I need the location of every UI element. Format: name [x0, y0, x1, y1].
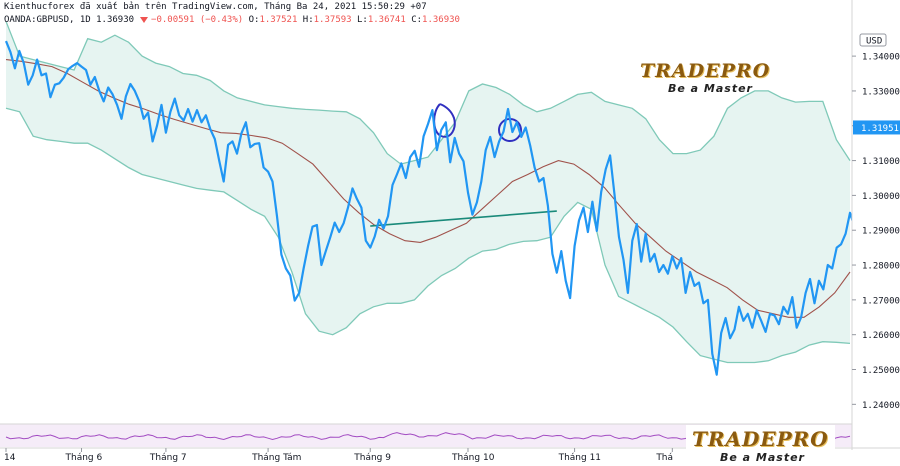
trendline [370, 210, 557, 227]
x-tick-label: Thá [655, 453, 673, 463]
low-value: 1.36741 [367, 15, 406, 25]
y-tick-label: 1.29000 [862, 227, 900, 237]
upper-band-line [5, 21, 851, 165]
y-tick-label: 1.26000 [862, 331, 900, 341]
last-price-badge [853, 120, 900, 135]
x-tick-label: Tháng 6 [65, 453, 103, 463]
bollinger-basis [5, 59, 851, 318]
x-tick-label: Tháng 10 [451, 453, 495, 463]
x-tick-label: Tháng Tám [251, 453, 301, 463]
y-tick-label: 1.28000 [862, 262, 900, 272]
oscillator-background [0, 424, 852, 447]
x-tick-label: Tháng 11 [558, 453, 601, 463]
y-tick-label: 1.34000 [862, 53, 900, 63]
currency-label: USD [866, 37, 882, 47]
brand-logo-bottom: TRADEPRO Be a Master [686, 425, 835, 466]
change-value: −0.00591 (−0.43%) [151, 15, 244, 25]
y-tick-label: 1.24000 [862, 401, 900, 411]
price-series [4, 40, 878, 376]
basis-line [5, 59, 851, 318]
y-tick-label: 1.33000 [862, 87, 900, 97]
price-axis-background [852, 0, 900, 466]
time-axis[interactable]: 14 Tháng 6 Tháng 7 Tháng Tám Tháng 9 Tháng 10… [0, 447, 900, 463]
symbol-label: OANDA:GBPUSD, 1D 1.36930 [4, 15, 135, 25]
open-value: 1.37521 [259, 15, 298, 25]
currency-badge [859, 33, 887, 47]
symbol-info: OANDA:GBPUSD, 1D 1.36930 −0.00591 (−0.43%… [4, 15, 460, 25]
x-tick-label: 14 [4, 453, 16, 463]
x-tick-label: Tháng 9 [353, 453, 391, 463]
band-fill [6, 21, 850, 363]
y-tick-label: 1.27000 [862, 296, 900, 306]
close-value: 1.36930 [422, 15, 460, 25]
brand-logo: TRADEPRO Be a Master [640, 60, 771, 95]
y-tick-label: 1.31000 [862, 157, 900, 167]
lower-band-line [5, 107, 851, 364]
price-line [4, 40, 878, 376]
price-axis[interactable]: 1.340001.330001.320001.310001.300001.290… [851, 0, 900, 466]
down-arrow-icon [140, 16, 149, 23]
high-value: 1.37593 [313, 15, 352, 25]
publish-info: Kienthucforex đã xuất bản trên TradingVi… [4, 2, 427, 12]
last-price-label: 1.31951 [861, 124, 899, 134]
bollinger-band [5, 21, 851, 364]
y-tick-label: 1.30000 [862, 192, 900, 202]
y-tick-label: 1.25000 [862, 366, 900, 376]
x-tick-label: Tháng 7 [149, 453, 187, 463]
